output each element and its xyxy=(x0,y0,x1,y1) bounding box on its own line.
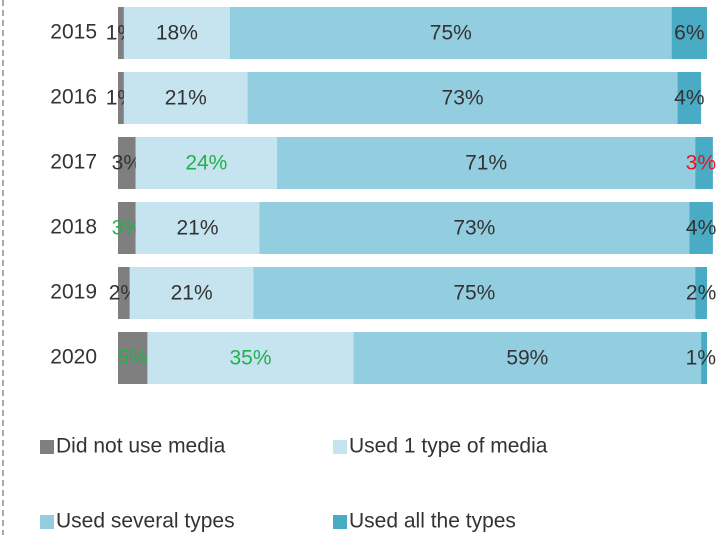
data-label: 4% xyxy=(674,87,704,110)
data-label: 24% xyxy=(185,152,227,175)
legend-swatch xyxy=(333,440,347,454)
data-label: 71% xyxy=(465,152,507,175)
y-tick-label: 2019 xyxy=(50,281,97,304)
data-label: 1% xyxy=(686,347,716,370)
data-label: 3% xyxy=(686,152,716,175)
bar-segment xyxy=(695,137,713,189)
data-label: 59% xyxy=(506,347,548,370)
bar-segment xyxy=(259,202,690,254)
bar-segment xyxy=(695,267,707,319)
data-label: 3% xyxy=(112,217,142,240)
legend-label: Did not use media xyxy=(56,435,226,458)
bar-segment xyxy=(353,332,702,384)
bar-segment xyxy=(123,7,230,59)
bar-segment xyxy=(135,202,260,254)
legend-label: Used all the types xyxy=(349,510,516,533)
data-label: 75% xyxy=(430,22,472,45)
y-tick-label: 2017 xyxy=(50,151,97,174)
data-label: 21% xyxy=(171,282,213,305)
legend-swatch xyxy=(333,515,347,529)
data-label: 5% xyxy=(118,347,148,370)
data-label: 21% xyxy=(165,87,207,110)
data-label: 6% xyxy=(674,22,704,45)
y-tick-label: 2015 xyxy=(50,21,97,44)
bar-segment xyxy=(118,137,136,189)
bar-segment xyxy=(671,7,707,59)
bar-segment xyxy=(118,7,124,59)
bar-segment xyxy=(689,202,713,254)
y-tick-label: 2018 xyxy=(50,216,97,239)
data-label: 35% xyxy=(230,347,272,370)
data-label: 73% xyxy=(453,217,495,240)
legend-label: Used 1 type of media xyxy=(349,435,548,458)
bar-segment xyxy=(118,72,124,124)
legend-swatch xyxy=(40,440,54,454)
bar-segment xyxy=(135,137,278,189)
bar-segment xyxy=(118,202,136,254)
data-label: 18% xyxy=(156,22,198,45)
data-label: 3% xyxy=(112,152,142,175)
y-tick-label: 2016 xyxy=(50,86,97,109)
bar-segment xyxy=(229,7,672,59)
legend-label: Used several types xyxy=(56,510,235,533)
bar-segment xyxy=(253,267,696,319)
legend-swatch xyxy=(40,515,54,529)
bar-segment xyxy=(118,332,148,384)
bar-segment xyxy=(701,332,707,384)
bar-segment xyxy=(677,72,702,124)
data-label: 2% xyxy=(686,282,716,305)
bar-segment xyxy=(277,137,696,189)
data-label: 4% xyxy=(686,217,716,240)
bar-segment xyxy=(147,332,354,384)
y-tick-label: 2020 xyxy=(50,346,97,369)
data-label: 75% xyxy=(453,282,495,305)
data-label: 73% xyxy=(442,87,484,110)
bar-segment xyxy=(123,72,248,124)
bar-segment xyxy=(129,267,254,319)
data-label: 21% xyxy=(176,217,218,240)
bar-segment xyxy=(118,267,130,319)
bar-segment xyxy=(247,72,678,124)
